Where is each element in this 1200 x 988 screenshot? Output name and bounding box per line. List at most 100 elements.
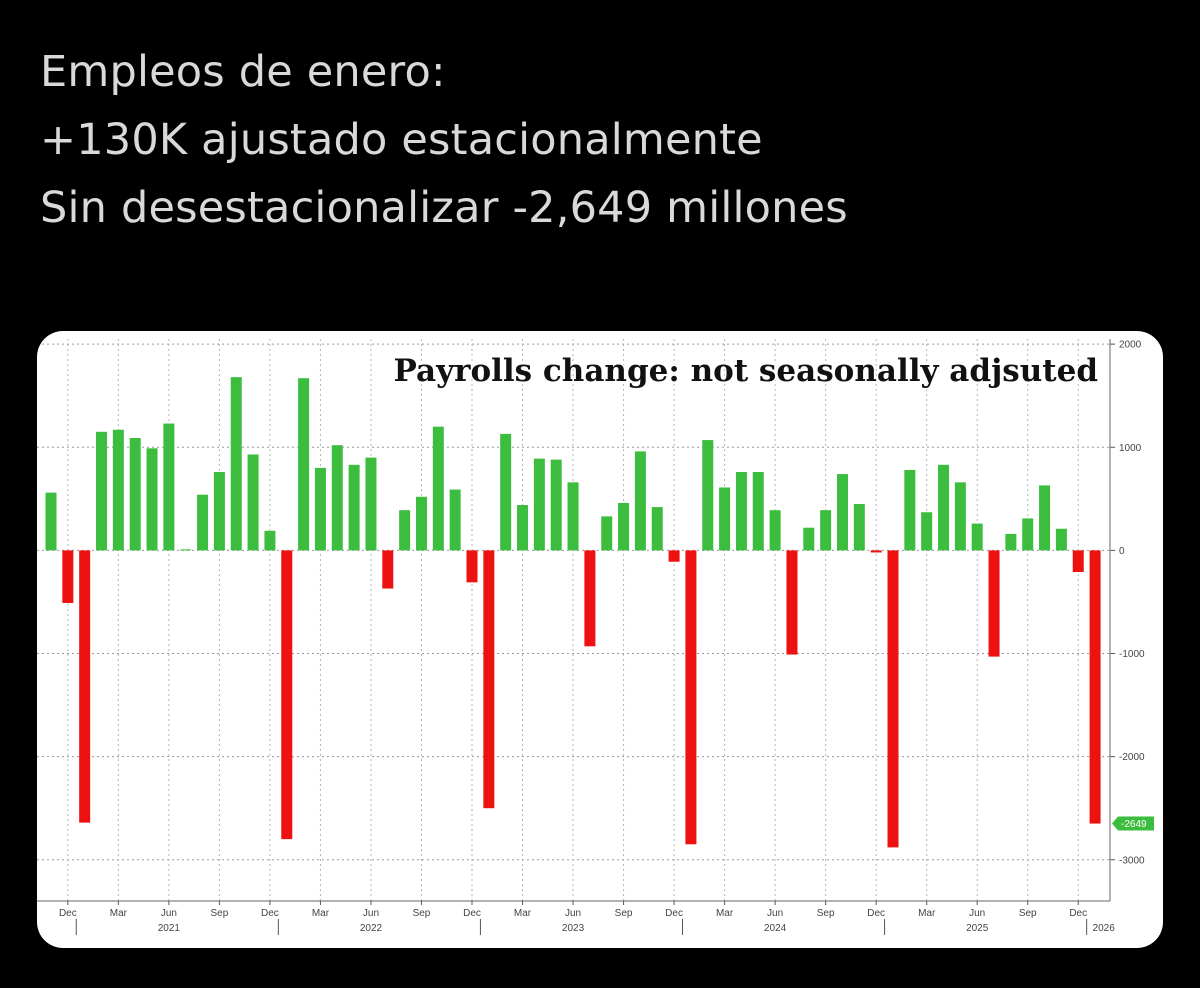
x-tick-label: Mar	[110, 908, 128, 919]
bar-2021-03	[112, 429, 124, 551]
x-tick-label: Jun	[767, 908, 783, 919]
bar-2025-08	[1005, 533, 1017, 551]
bar-2022-12	[466, 550, 478, 583]
bar-2023-12	[668, 550, 680, 562]
y-tick-label: 1000	[1119, 443, 1142, 454]
bar-2021-08	[197, 494, 209, 551]
chart-bars	[45, 377, 1101, 848]
bar-2024-08	[803, 527, 815, 551]
bar-2021-07	[180, 549, 192, 551]
bar-2024-03	[719, 487, 731, 551]
bar-2022-02	[298, 378, 310, 551]
post-text: Empleos de enero: +130K ajustado estacio…	[40, 38, 848, 242]
bar-2022-10	[432, 426, 444, 551]
year-label: 2025	[966, 923, 989, 934]
bar-2021-12	[264, 530, 276, 551]
x-tick-label: Sep	[615, 908, 633, 919]
bar-2023-07	[584, 550, 596, 647]
x-tick-label: Jun	[161, 908, 177, 919]
post-not-adjusted-line: Sin desestacionalizar -2,649 millones	[40, 183, 848, 233]
bar-2026-01	[1089, 550, 1101, 824]
payrolls-chart: 2000 1000 0 -1000 -2000 -3000 Dec Mar Jun Sep Dec M…	[37, 339, 1154, 935]
bar-2021-09	[213, 472, 225, 551]
bar-2024-06	[769, 510, 781, 551]
bar-2025-06	[971, 523, 983, 551]
x-tick-label: Dec	[463, 908, 481, 919]
bar-2024-01	[685, 550, 697, 845]
x-tick-label: Jun	[363, 908, 379, 919]
y-tick-label: 0	[1119, 546, 1125, 557]
chart-title: Payrolls change: not seasonally adjsuted	[394, 353, 1098, 389]
y-tick-label: -3000	[1119, 855, 1145, 866]
bar-2025-09	[1022, 518, 1034, 551]
bar-2025-07	[988, 550, 1000, 657]
bar-2024-11	[853, 503, 865, 551]
bar-2023-02	[500, 433, 512, 551]
bar-2024-05	[752, 472, 764, 551]
bar-2024-04	[735, 472, 747, 551]
bar-2021-04	[129, 437, 141, 551]
bar-2024-07	[786, 550, 798, 655]
year-label: 2023	[562, 923, 585, 934]
year-label: 2024	[764, 923, 787, 934]
bar-2022-08	[399, 510, 411, 551]
bar-2023-09	[618, 502, 630, 551]
bar-2025-05	[954, 482, 966, 551]
x-tick-label: Dec	[261, 908, 279, 919]
bar-2025-04	[938, 464, 950, 551]
x-tick-label: Jun	[565, 908, 581, 919]
bar-2025-03	[921, 512, 933, 551]
bar-2020-11	[45, 492, 57, 551]
bar-2022-09	[415, 496, 427, 551]
bar-2024-10	[836, 474, 848, 551]
post-headline: Empleos de enero:	[40, 47, 446, 97]
x-tick-label: Dec	[59, 908, 77, 919]
x-tick-label: Mar	[716, 908, 734, 919]
bar-2020-12	[62, 550, 74, 603]
bar-2025-10	[1039, 485, 1051, 551]
x-tick-label: Mar	[514, 908, 532, 919]
y-tick-label: 2000	[1119, 340, 1142, 351]
last-value-label: -2649	[1121, 819, 1147, 830]
bar-2023-10	[634, 451, 646, 551]
bar-2023-03	[517, 505, 529, 551]
bar-2022-04	[331, 445, 343, 551]
year-label: 2021	[158, 923, 181, 934]
bar-2021-10	[230, 377, 242, 551]
chart-axes: 2000 1000 0 -1000 -2000 -3000 Dec Mar Jun Sep Dec M…	[37, 339, 1154, 935]
bar-2024-09	[820, 510, 832, 551]
x-tick-label: Sep	[413, 908, 431, 919]
year-label: 2026	[1093, 923, 1116, 934]
x-tick-label: Dec	[867, 908, 885, 919]
bar-2021-01	[79, 550, 91, 823]
bar-2021-11	[247, 454, 259, 551]
bar-2021-02	[96, 431, 108, 551]
x-tick-label: Sep	[817, 908, 835, 919]
bar-2025-12	[1072, 550, 1084, 573]
chart-grid	[37, 339, 1110, 901]
y-tick-label: -1000	[1119, 649, 1145, 660]
bar-2023-08	[601, 516, 613, 551]
bar-2022-07	[382, 550, 394, 589]
bar-2022-11	[449, 489, 461, 551]
bar-2022-01	[281, 550, 293, 840]
x-tick-label: Sep	[211, 908, 229, 919]
x-tick-label: Jun	[969, 908, 985, 919]
last-value-tag	[1112, 816, 1154, 831]
chart-image[interactable]: 2000 1000 0 -1000 -2000 -3000 Dec Mar Jun Sep Dec M…	[37, 331, 1163, 948]
bar-2024-02	[702, 440, 714, 551]
bar-2023-01	[483, 550, 495, 809]
bar-2023-04	[533, 458, 545, 551]
bar-2021-06	[163, 423, 175, 551]
bar-2023-11	[651, 507, 663, 551]
x-tick-label: Dec	[1069, 908, 1087, 919]
bar-2022-06	[365, 457, 377, 551]
bar-2023-05	[550, 459, 562, 551]
y-tick-label: -2000	[1119, 752, 1145, 763]
bar-2022-05	[348, 464, 360, 551]
bar-2023-06	[567, 482, 579, 551]
x-tick-label: Mar	[312, 908, 330, 919]
x-tick-label: Sep	[1019, 908, 1037, 919]
bar-2022-03	[314, 467, 326, 551]
x-tick-label: Dec	[665, 908, 683, 919]
